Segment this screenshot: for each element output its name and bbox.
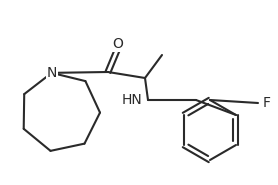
Text: HN: HN xyxy=(121,93,142,107)
Text: N: N xyxy=(46,66,57,80)
Text: F: F xyxy=(263,96,271,110)
Text: O: O xyxy=(113,37,123,51)
